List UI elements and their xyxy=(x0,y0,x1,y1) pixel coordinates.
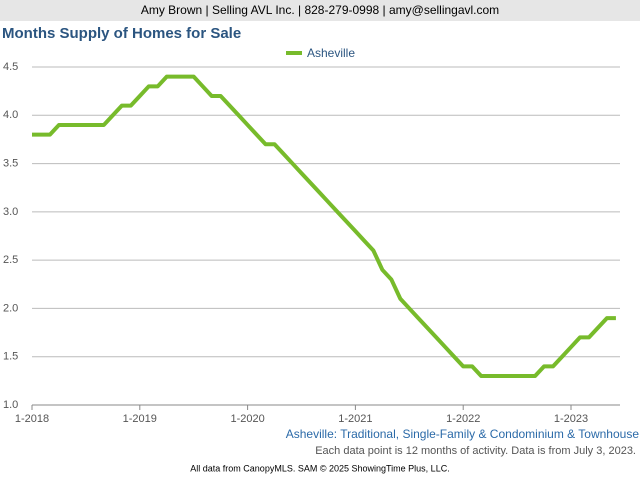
y-tick-label: 1.0 xyxy=(3,399,18,411)
x-tick-label: 1-2018 xyxy=(15,413,49,425)
footer: All data from CanopyMLS. SAM © 2025 Show… xyxy=(190,463,449,473)
header-bar xyxy=(0,0,640,21)
note: Each data point is 12 months of activity… xyxy=(315,445,636,457)
x-tick-label: 1-2023 xyxy=(554,413,588,425)
x-tick-label: 1-2022 xyxy=(446,413,480,425)
y-tick-label: 2.0 xyxy=(3,302,18,314)
x-tick-label: 1-2020 xyxy=(230,413,264,425)
y-tick-label: 4.5 xyxy=(3,61,18,73)
y-tick-label: 3.0 xyxy=(3,206,18,218)
series-line xyxy=(32,74,616,379)
y-tick-label: 3.5 xyxy=(3,157,18,169)
chart-title: Months Supply of Homes for Sale xyxy=(2,25,241,42)
y-tick-label: 4.0 xyxy=(3,109,18,121)
header: Amy Brown | Selling AVL Inc. | 828-279-0… xyxy=(141,3,499,17)
x-tick-label: 1-2021 xyxy=(338,413,372,425)
subtitle: Asheville: Traditional, Single-Family & … xyxy=(286,427,640,441)
y-tick-label: 2.5 xyxy=(3,254,18,266)
y-tick-label: 1.5 xyxy=(3,351,18,363)
legend-label: Asheville xyxy=(307,46,355,60)
x-tick-label: 1-2019 xyxy=(123,413,157,425)
